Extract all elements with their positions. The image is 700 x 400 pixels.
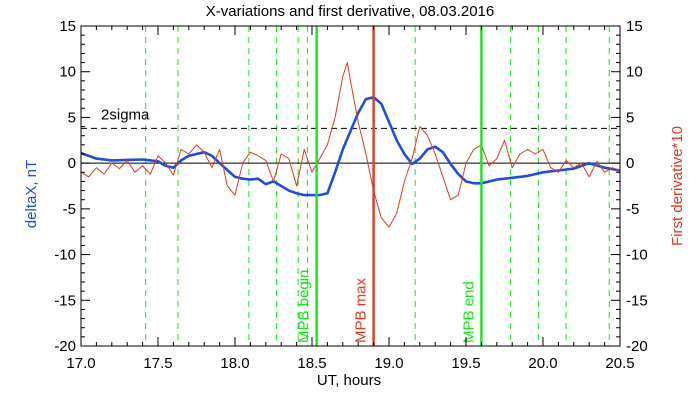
- marker-label: MPB end: [460, 281, 477, 343]
- y-tick-label-right: 10: [626, 64, 643, 81]
- x-tick-label: 20.5: [605, 355, 634, 372]
- y-tick-label-left: -5: [63, 201, 76, 218]
- x-tick-label: 18.0: [220, 355, 249, 372]
- marker-label: MPB max: [353, 277, 370, 343]
- y-tick-label-right: 5: [626, 109, 634, 126]
- marker-label: MPB begin: [296, 270, 313, 343]
- x-tick-label: 17.0: [66, 355, 95, 372]
- y-tick-label-right: -10: [626, 247, 648, 264]
- x-tick-label: 20.0: [528, 355, 557, 372]
- series-line-derivative: [80, 62, 621, 228]
- y-tick-label-right: 0: [626, 155, 634, 172]
- sigma-label: 2sigma: [101, 106, 150, 123]
- y-tick-label-left: 10: [59, 64, 76, 81]
- x-tick-label: 18.5: [297, 355, 326, 372]
- y-tick-label-right: 15: [626, 18, 643, 35]
- y-tick-label-left: 5: [68, 109, 76, 126]
- plot-frame: [80, 25, 621, 347]
- y-tick-label-right: -20: [626, 338, 648, 355]
- y-tick-label-left: -10: [54, 247, 76, 264]
- y-tick-label-left: 0: [68, 155, 76, 172]
- y-tick-label-left: -20: [54, 338, 76, 355]
- chart-title: X-variations and first derivative, 08.03…: [206, 3, 495, 20]
- y-axis-label-right: First derivative*10: [669, 126, 686, 246]
- y-tick-label-right: -5: [626, 201, 639, 218]
- y-tick-label-left: -15: [54, 292, 76, 309]
- x-axis-label: UT, hours: [317, 372, 381, 389]
- x-tick-label: 19.5: [451, 355, 480, 372]
- y-tick-label-right: -15: [626, 292, 648, 309]
- x-tick-label: 17.5: [143, 355, 172, 372]
- y-axis-label-left: deltaX, nT: [23, 160, 40, 228]
- y-tick-label-left: 15: [59, 18, 76, 35]
- series-line-deltax: [80, 96, 621, 197]
- x-tick-label: 19.0: [374, 355, 403, 372]
